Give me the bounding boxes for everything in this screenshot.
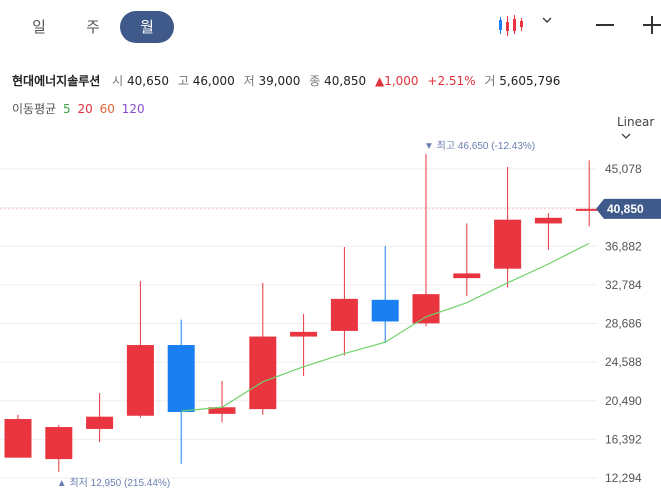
current-price-label: 40,850	[607, 202, 644, 216]
candlestick-chart-icon[interactable]	[497, 14, 525, 38]
candle-body	[126, 345, 154, 416]
candle-body	[412, 294, 440, 324]
ma-period-5[interactable]: 5	[63, 102, 71, 116]
candle-body	[453, 273, 481, 279]
tab-week[interactable]: 주	[86, 18, 100, 36]
stock-name: 현대에너지솔루션	[12, 74, 101, 88]
zoom-out-icon[interactable]	[596, 24, 614, 26]
ma-period-20[interactable]: 20	[77, 102, 93, 116]
chevron-down-icon[interactable]	[541, 14, 553, 28]
change-percent: +2.51%	[427, 74, 476, 88]
y-tick-label: 28,686	[605, 317, 642, 331]
y-tick-label: 36,882	[605, 239, 642, 253]
tab-month[interactable]: 월	[120, 11, 174, 43]
candle-body	[575, 208, 603, 211]
candle-body	[290, 331, 318, 337]
price-summary: 현대에너지솔루션 시 40,650 고 46,000 저 39,000 종 40…	[12, 72, 565, 89]
period-toolbar: 일 주 월	[0, 0, 661, 54]
candle-body	[249, 336, 277, 410]
open-label: 시	[112, 74, 124, 88]
y-tick-label: 32,784	[605, 278, 642, 292]
candle-body	[167, 345, 195, 412]
chevron-down-icon	[621, 133, 631, 139]
candlestick-chart[interactable]: 45,078 36,882 32,784 28,686 24,588 20,490 16,3…	[0, 130, 661, 499]
candle-body	[534, 217, 562, 224]
low-annotation: ▲ 최저 12,950 (215.44%)	[57, 477, 170, 489]
change-value: ▲1,000	[374, 74, 419, 88]
y-tick-label: 12,294	[605, 471, 642, 485]
high-label: 고	[177, 74, 189, 88]
volume-value: 5,605,796	[499, 74, 561, 88]
scale-mode-toggle[interactable]: Linear	[617, 115, 661, 143]
candle-body	[494, 219, 522, 269]
candle-body	[330, 298, 358, 331]
tab-day[interactable]: 일	[32, 18, 46, 36]
ma-label: 이동평균	[12, 102, 57, 116]
open-value: 40,650	[127, 74, 170, 88]
y-tick-label: 45,078	[605, 162, 642, 176]
low-label: 저	[243, 74, 255, 88]
low-value: 39,000	[258, 74, 301, 88]
high-annotation: ▼ 최고 46,650 (-12.43%)	[424, 140, 535, 152]
volume-label: 거	[484, 74, 496, 88]
candle-body	[371, 299, 399, 322]
candle-body	[4, 419, 32, 458]
close-value: 40,850	[324, 74, 367, 88]
candle-body	[86, 416, 114, 429]
candle-body	[45, 427, 73, 460]
candle-body	[208, 407, 236, 414]
close-label: 종	[309, 74, 321, 88]
y-tick-label: 20,490	[605, 394, 642, 408]
scale-mode-label: Linear	[617, 115, 655, 129]
moving-average-legend: 이동평균 5 20 60 120	[12, 100, 148, 117]
high-value: 46,000	[192, 74, 235, 88]
current-price-badge	[596, 198, 661, 219]
y-tick-label: 16,392	[605, 432, 642, 446]
ma-period-60[interactable]: 60	[99, 102, 115, 116]
ma5-line	[181, 242, 590, 412]
ma-period-120[interactable]: 120	[121, 102, 145, 116]
y-tick-label: 24,588	[605, 355, 642, 369]
